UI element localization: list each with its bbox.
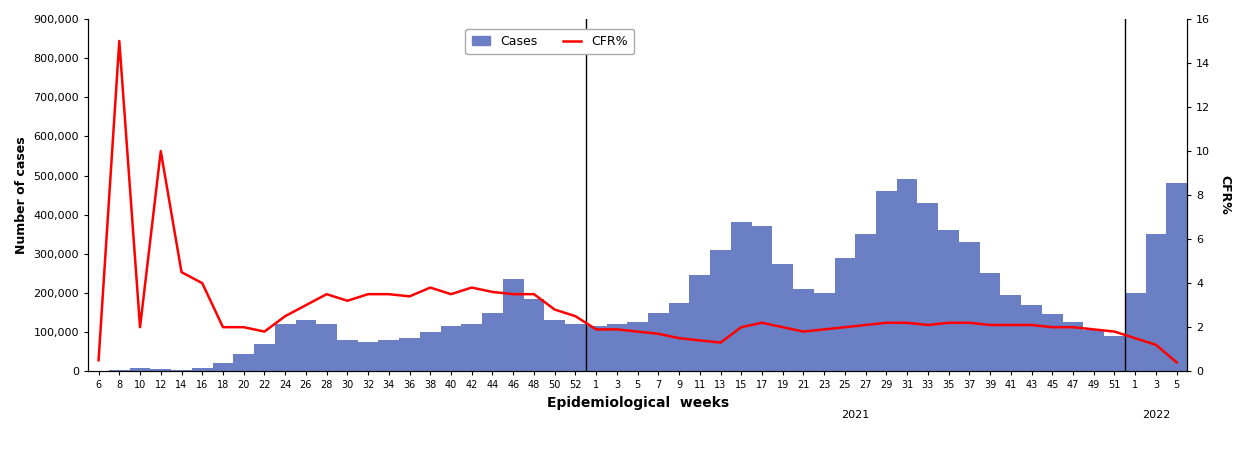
Bar <box>545 320 564 371</box>
Bar <box>151 369 171 371</box>
Bar <box>710 250 731 371</box>
Bar <box>564 324 586 371</box>
Bar <box>876 191 897 371</box>
Bar <box>1083 330 1104 371</box>
Bar <box>316 324 336 371</box>
Bar <box>689 275 710 371</box>
Bar <box>1166 183 1187 371</box>
Bar <box>917 203 938 371</box>
Bar <box>751 226 773 371</box>
Bar <box>835 258 855 371</box>
Bar <box>233 354 254 371</box>
Bar <box>627 322 648 371</box>
Bar <box>108 370 130 371</box>
Bar <box>254 344 275 371</box>
Bar <box>1063 322 1083 371</box>
Bar <box>482 312 503 371</box>
Bar <box>607 324 627 371</box>
Bar <box>441 326 461 371</box>
Bar <box>897 180 917 371</box>
Bar <box>959 242 979 371</box>
Bar <box>1125 293 1145 371</box>
Bar <box>1022 305 1042 371</box>
Legend: Cases, CFR%: Cases, CFR% <box>465 29 634 54</box>
Bar <box>1042 315 1063 371</box>
Y-axis label: CFR%: CFR% <box>1219 175 1231 215</box>
Bar <box>794 289 814 371</box>
Bar <box>213 363 233 371</box>
Bar <box>171 370 192 371</box>
Bar <box>399 338 420 371</box>
Bar <box>503 279 523 371</box>
Bar <box>979 273 1001 371</box>
Bar <box>130 368 151 371</box>
Bar <box>461 324 482 371</box>
Bar <box>669 303 689 371</box>
Bar <box>275 324 295 371</box>
Bar <box>192 368 213 371</box>
Bar <box>295 320 316 371</box>
Bar <box>731 223 751 371</box>
Bar <box>1145 234 1166 371</box>
Bar <box>648 312 669 371</box>
Y-axis label: Number of cases: Number of cases <box>15 136 27 254</box>
X-axis label: Epidemiological  weeks: Epidemiological weeks <box>547 396 729 410</box>
Bar <box>358 342 379 371</box>
Bar <box>938 230 959 371</box>
Bar <box>1001 295 1022 371</box>
Bar <box>420 332 441 371</box>
Text: 2021: 2021 <box>841 410 870 420</box>
Bar <box>773 264 794 371</box>
Bar <box>814 293 835 371</box>
Bar <box>379 340 399 371</box>
Bar <box>855 234 876 371</box>
Bar <box>336 340 358 371</box>
Bar <box>523 299 545 371</box>
Bar <box>1104 336 1125 371</box>
Bar <box>586 326 607 371</box>
Text: 2022: 2022 <box>1141 410 1170 420</box>
